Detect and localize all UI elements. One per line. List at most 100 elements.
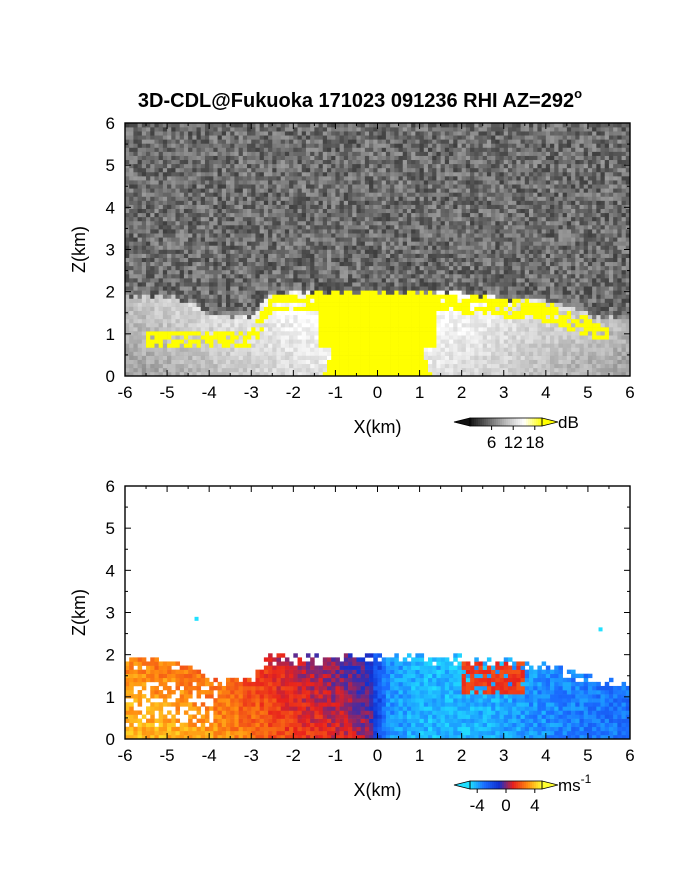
- intensity-cell: [305, 298, 311, 303]
- intensity-cell: [209, 135, 214, 140]
- intensity-cell: [440, 265, 446, 271]
- intensity-cell: [305, 367, 311, 373]
- intensity-cell: [196, 331, 202, 336]
- intensity-cell: [125, 147, 130, 152]
- intensity-cell: [137, 208, 143, 214]
- intensity-cell: [419, 200, 425, 205]
- intensity-cell: [146, 151, 151, 156]
- intensity-cell: [146, 216, 151, 222]
- intensity-cell: [247, 204, 252, 209]
- intensity-cell: [247, 269, 252, 275]
- intensity-cell: [381, 367, 387, 373]
- intensity-cell: [369, 155, 374, 161]
- intensity-cell: [238, 196, 244, 201]
- intensity-cell: [327, 363, 332, 369]
- intensity-cell: [373, 135, 378, 140]
- intensity-cell: [289, 290, 294, 295]
- intensity-cell: [217, 167, 223, 173]
- intensity-cell: [247, 245, 252, 250]
- intensity-cell: [449, 180, 454, 185]
- intensity-cell: [221, 139, 227, 144]
- intensity-cell: [284, 237, 290, 242]
- intensity-cell: [453, 167, 458, 173]
- intensity-cell: [369, 135, 374, 140]
- intensity-cell: [183, 314, 189, 320]
- intensity-cell: [213, 339, 218, 344]
- intensity-cell: [419, 273, 425, 279]
- intensity-cell: [335, 155, 340, 161]
- intensity-cell: [188, 253, 193, 258]
- intensity-cell: [183, 245, 189, 250]
- intensity-cell: [171, 278, 176, 283]
- intensity-cell: [276, 253, 282, 258]
- intensity-cell: [192, 233, 197, 238]
- intensity-cell: [183, 302, 189, 307]
- intensity-cell: [301, 208, 307, 214]
- intensity-cell: [419, 184, 425, 189]
- intensity-cell: [432, 192, 437, 197]
- intensity-cell: [440, 278, 446, 283]
- intensity-cell: [167, 139, 172, 144]
- intensity-cell: [158, 306, 164, 312]
- intensity-cell: [137, 127, 143, 132]
- intensity-cell: [289, 139, 294, 144]
- intensity-cell: [432, 286, 437, 291]
- intensity-cell: [415, 310, 420, 316]
- intensity-cell: [436, 241, 441, 246]
- intensity-cell: [415, 131, 420, 136]
- intensity-cell: [322, 359, 328, 365]
- intensity-cell: [457, 363, 462, 369]
- intensity-cell: [322, 237, 328, 242]
- intensity-cell: [352, 339, 357, 344]
- intensity-cell: [310, 322, 315, 328]
- intensity-cell: [453, 290, 458, 295]
- intensity-cell: [200, 367, 206, 373]
- intensity-cell: [192, 204, 197, 209]
- intensity-cell: [179, 167, 185, 173]
- intensity-cell: [175, 367, 181, 373]
- intensity-cell: [280, 273, 286, 279]
- intensity-cell: [209, 306, 214, 312]
- intensity-cell: [377, 163, 383, 169]
- intensity-cell: [310, 314, 315, 320]
- intensity-cell: [272, 171, 277, 177]
- intensity-cell: [457, 294, 462, 299]
- intensity-cell: [226, 151, 231, 156]
- intensity-cell: [428, 343, 433, 348]
- intensity-cell: [390, 306, 395, 312]
- intensity-cell: [183, 294, 189, 299]
- intensity-cell: [221, 155, 227, 161]
- intensity-cell: [171, 176, 176, 181]
- intensity-cell: [411, 241, 416, 246]
- intensity-cell: [322, 253, 328, 258]
- intensity-cell: [449, 359, 454, 365]
- intensity-cell: [432, 159, 437, 165]
- intensity-cell: [394, 302, 399, 307]
- intensity-cell: [183, 212, 189, 218]
- intensity-cell: [146, 237, 151, 242]
- intensity-cell: [394, 220, 399, 226]
- intensity-cell: [200, 351, 206, 356]
- intensity-cell: [373, 151, 378, 156]
- intensity-cell: [356, 151, 361, 156]
- intensity-cell: [192, 180, 197, 185]
- intensity-cell: [381, 363, 387, 369]
- intensity-cell: [301, 314, 307, 320]
- intensity-cell: [242, 188, 248, 193]
- intensity-cell: [259, 176, 265, 181]
- intensity-cell: [154, 127, 159, 132]
- intensity-cell: [175, 147, 181, 152]
- intensity-cell: [183, 282, 189, 287]
- intensity-cell: [238, 363, 244, 369]
- intensity-cell: [217, 163, 223, 169]
- intensity-cell: [213, 298, 218, 303]
- intensity-cell: [196, 188, 202, 193]
- intensity-cell: [209, 180, 214, 185]
- intensity-cell: [175, 237, 181, 242]
- intensity-cell: [175, 269, 181, 275]
- intensity-cell: [284, 359, 290, 365]
- intensity-cell: [297, 139, 303, 144]
- intensity-cell: [377, 298, 383, 303]
- intensity-cell: [125, 176, 130, 181]
- intensity-cell: [436, 123, 441, 128]
